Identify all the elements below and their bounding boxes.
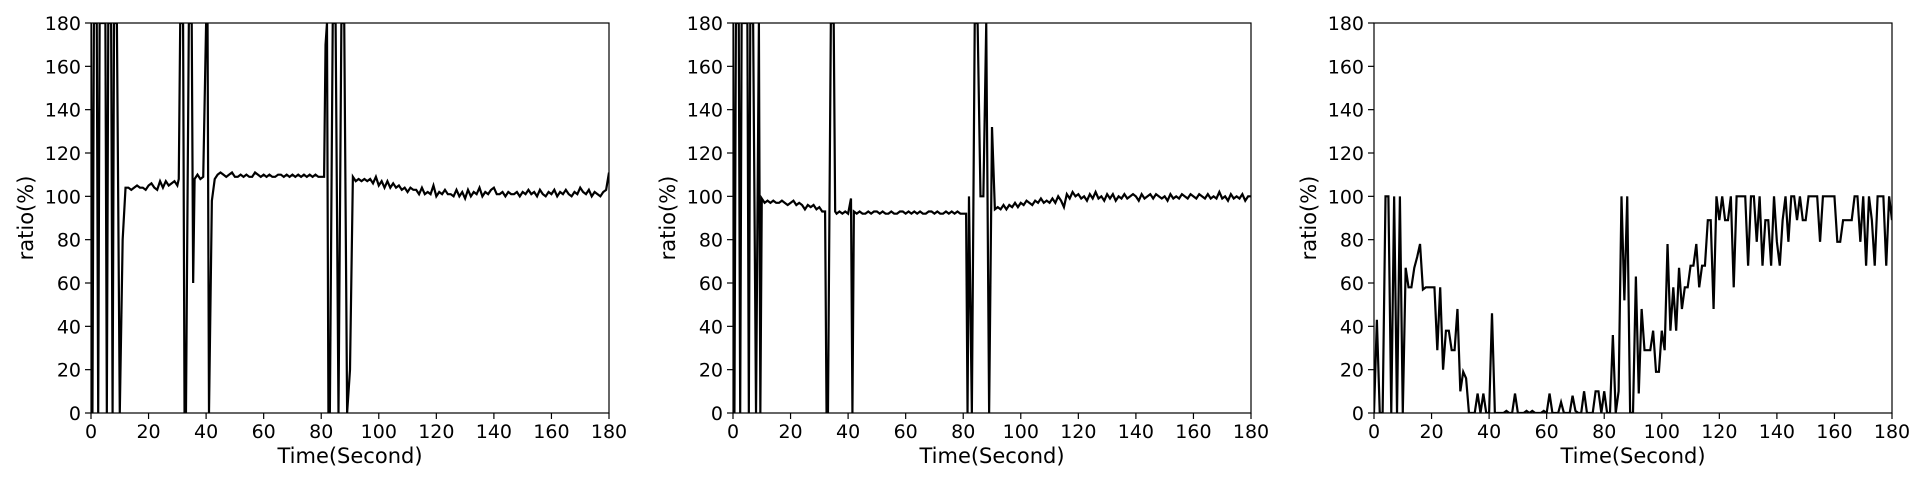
- y-axis-label: ratio(%): [656, 176, 680, 261]
- x-tick-label: 80: [951, 421, 975, 443]
- y-tick-label: 60: [699, 273, 723, 295]
- x-tick-label: 180: [591, 421, 627, 443]
- y-tick-label: 100: [1328, 186, 1364, 208]
- y-tick-label: 120: [45, 143, 81, 165]
- y-tick-label: 80: [57, 230, 81, 252]
- x-tick-label: 180: [1233, 421, 1269, 443]
- y-tick-label: 160: [1328, 56, 1364, 78]
- y-axis-label: ratio(%): [14, 176, 38, 261]
- x-tick-label: 100: [1003, 421, 1039, 443]
- x-tick-label: 160: [1175, 421, 1211, 443]
- x-tick-label: 100: [361, 421, 397, 443]
- x-tick-label: 60: [1535, 421, 1559, 443]
- y-tick-label: 140: [45, 100, 81, 122]
- y-tick-label: 0: [69, 403, 81, 425]
- y-tick-label: 180: [1328, 13, 1364, 35]
- x-axis-label: Time(Second): [918, 444, 1064, 468]
- y-tick-label: 80: [1340, 230, 1364, 252]
- x-tick-label: 140: [476, 421, 512, 443]
- x-tick-label: 40: [836, 421, 860, 443]
- plot-frame: [90, 22, 610, 414]
- x-tick-label: 40: [1477, 421, 1501, 443]
- y-tick-label: 40: [57, 316, 81, 338]
- x-tick-label: 20: [1419, 421, 1443, 443]
- y-axis-label: ratio(%): [1297, 176, 1321, 261]
- x-tick-label: 160: [533, 421, 569, 443]
- chart-panel-1: 0 20 40 60 80 100 120 140 160 180 0 20 40 60 80 100 120 1…: [14, 13, 627, 468]
- chart-panel-3: 0 20 40 60 80 100 120 140 160 180 0 20 40 60 80 100 120 1…: [1297, 13, 1910, 468]
- series-line-1-1: [91, 23, 609, 413]
- x-tick-label: 140: [1759, 421, 1795, 443]
- series-line-3-1: [1374, 195, 1892, 413]
- x-tick-label: 160: [1816, 421, 1852, 443]
- x-tick-label: 40: [194, 421, 218, 443]
- y-tick-label: 0: [1352, 403, 1364, 425]
- x-tick-label: 120: [1060, 421, 1096, 443]
- x-tick-label: 0: [85, 421, 97, 443]
- y-tick-label: 80: [699, 230, 723, 252]
- x-tick-label: 120: [418, 421, 454, 443]
- x-tick-label: 0: [727, 421, 739, 443]
- x-tick-label: 100: [1644, 421, 1680, 443]
- y-tick-label: 140: [1328, 100, 1364, 122]
- chart-panel-2: 0 20 40 60 80 100 120 140 160 180 0 20 40 60 80 100 120 1…: [656, 13, 1269, 468]
- y-tick-label: 100: [45, 186, 81, 208]
- y-tick-label: 120: [687, 143, 723, 165]
- y-tick-label: 120: [1328, 143, 1364, 165]
- y-tick-label: 140: [687, 100, 723, 122]
- x-tick-label: 20: [136, 421, 160, 443]
- x-tick-label: 140: [1118, 421, 1154, 443]
- series-line-2-1: [733, 23, 1251, 413]
- y-tick-label: 160: [45, 56, 81, 78]
- x-axis-label: Time(Second): [276, 444, 422, 468]
- x-tick-label: 180: [1874, 421, 1910, 443]
- y-tick-label: 180: [687, 13, 723, 35]
- x-tick-label: 80: [309, 421, 333, 443]
- y-tick-label: 40: [699, 316, 723, 338]
- y-tick-label: 180: [45, 13, 81, 35]
- x-axis-label: Time(Second): [1559, 444, 1705, 468]
- x-tick-label: 80: [1592, 421, 1616, 443]
- y-tick-label: 60: [1340, 273, 1364, 295]
- x-tick-label: 60: [252, 421, 276, 443]
- plot-frame: [732, 22, 1252, 414]
- y-tick-label: 0: [711, 403, 723, 425]
- y-tick-label: 100: [687, 186, 723, 208]
- x-tick-label: 20: [778, 421, 802, 443]
- x-tick-label: 120: [1701, 421, 1737, 443]
- y-tick-label: 20: [1340, 360, 1364, 382]
- y-tick-label: 60: [57, 273, 81, 295]
- y-tick-label: 20: [57, 360, 81, 382]
- x-tick-label: 60: [894, 421, 918, 443]
- x-tick-label: 0: [1368, 421, 1380, 443]
- y-tick-label: 20: [699, 360, 723, 382]
- plot-frame: [1373, 22, 1893, 414]
- y-tick-label: 160: [687, 56, 723, 78]
- y-tick-label: 40: [1340, 316, 1364, 338]
